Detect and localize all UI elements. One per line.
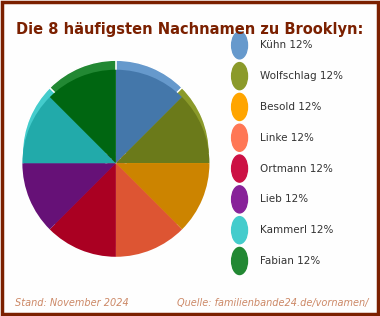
Text: Fabian 12%: Fabian 12% [260,256,320,266]
Wedge shape [22,88,116,154]
Text: Linke 12%: Linke 12% [260,133,314,143]
Circle shape [231,247,247,275]
Text: 12.5%: 12.5% [76,204,110,213]
Wedge shape [22,154,116,220]
Text: Besold 12%: Besold 12% [260,102,321,112]
Text: 12.5%: 12.5% [154,126,187,136]
Wedge shape [116,163,209,229]
Text: Ortmann 12%: Ortmann 12% [260,164,332,173]
Wedge shape [116,154,209,220]
Text: Wolfschlag 12%: Wolfschlag 12% [260,71,343,81]
Text: 12.5%: 12.5% [122,94,155,104]
Wedge shape [116,70,182,163]
Wedge shape [116,163,182,257]
Circle shape [231,186,247,213]
Text: Lieb 12%: Lieb 12% [260,194,308,204]
Text: 12.5%: 12.5% [44,171,78,181]
Wedge shape [22,97,116,163]
Text: Stand: November 2024: Stand: November 2024 [15,298,129,308]
Text: Quelle: familienbande24.de/vornamen/: Quelle: familienbande24.de/vornamen/ [177,298,369,308]
Wedge shape [116,154,182,247]
Circle shape [231,217,247,244]
Circle shape [231,63,247,90]
Text: Kammerl 12%: Kammerl 12% [260,225,333,235]
Wedge shape [116,60,182,154]
Text: Die 8 häufigsten Nachnamen zu Brooklyn:: Die 8 häufigsten Nachnamen zu Brooklyn: [16,22,364,37]
Text: 12.5%: 12.5% [44,126,78,136]
Circle shape [231,124,247,151]
Wedge shape [22,163,116,229]
Wedge shape [50,70,116,163]
Wedge shape [50,154,116,247]
Text: 12.5%: 12.5% [122,204,155,213]
Wedge shape [116,97,209,163]
Wedge shape [116,88,209,154]
Wedge shape [50,60,116,154]
Text: 12.5%: 12.5% [154,171,187,181]
Circle shape [231,94,247,120]
Circle shape [231,32,247,59]
Text: Kühn 12%: Kühn 12% [260,40,312,50]
Wedge shape [50,163,116,257]
Circle shape [231,155,247,182]
Text: 12.5%: 12.5% [76,94,110,104]
